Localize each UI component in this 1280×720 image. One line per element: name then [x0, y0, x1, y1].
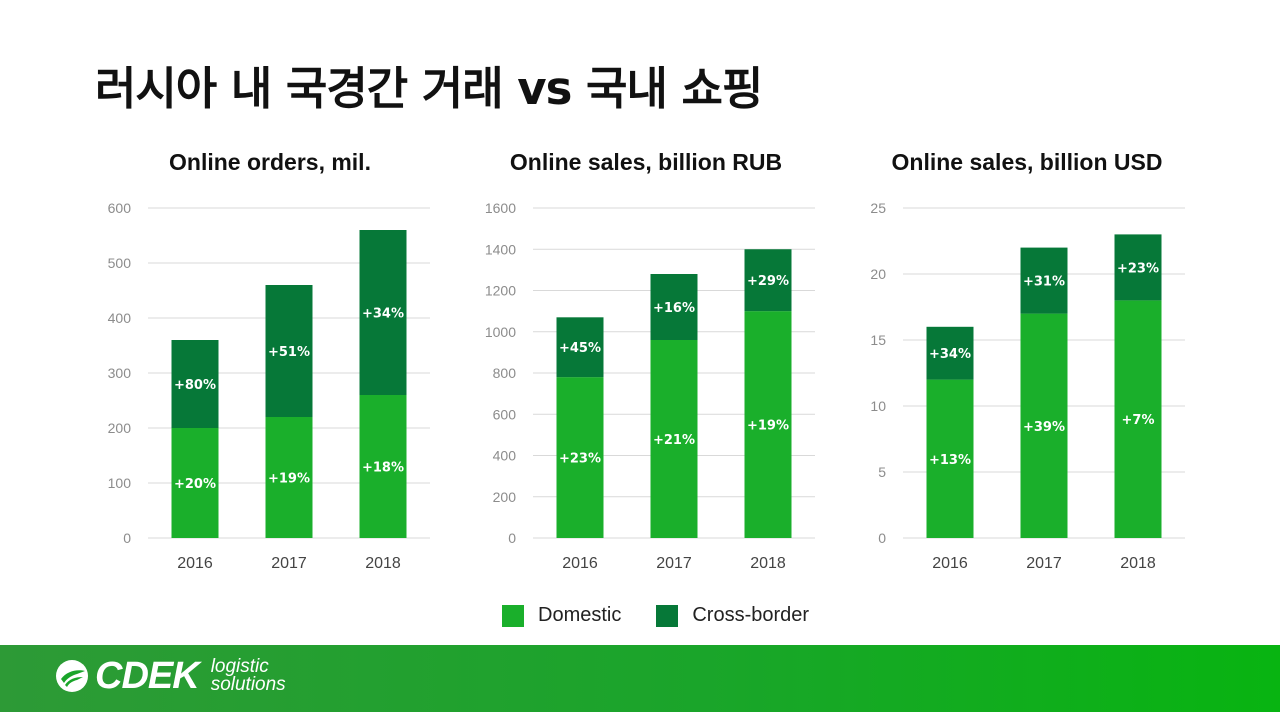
y-tick-label: 500	[108, 255, 132, 271]
bar-domestic	[265, 417, 313, 538]
charts-canvas: Online orders, mil.0100200300400500600+2…	[108, 149, 1185, 572]
footer-bar: CDEK logistic solutions	[0, 645, 1280, 712]
data-label: +18%	[362, 461, 404, 476]
bar-cross-border	[650, 274, 698, 340]
data-label: +80%	[174, 378, 216, 393]
y-tick-label: 10	[870, 398, 886, 414]
tagline-line-1: logistic	[210, 656, 269, 677]
data-label: +29%	[747, 274, 789, 289]
data-label: +21%	[653, 433, 695, 448]
legend-swatch-domestic	[502, 604, 524, 627]
x-tick-label: 2017	[271, 555, 307, 572]
tagline-line-2: solutions	[210, 674, 286, 695]
legend-swatch-cross-border	[656, 604, 679, 627]
y-tick-label: 200	[493, 489, 517, 505]
bar-domestic	[556, 377, 604, 538]
legend-item-domestic: Domestic	[502, 604, 621, 627]
x-tick-label: 2016	[932, 555, 968, 572]
x-tick-label: 2018	[750, 555, 786, 572]
data-label: +20%	[174, 477, 216, 492]
y-tick-label: 800	[493, 365, 517, 381]
y-tick-label: 200	[108, 420, 132, 436]
y-tick-label: 25	[870, 200, 886, 216]
bar-cross-border	[926, 326, 974, 380]
cdek-logo: CDEK logistic solutions	[55, 655, 286, 697]
data-label: +16%	[653, 301, 695, 316]
y-tick-label: 600	[108, 200, 132, 216]
bar-cross-border	[1114, 234, 1162, 301]
y-tick-label: 600	[493, 406, 517, 422]
legend-label-domestic: Domestic	[538, 604, 622, 626]
x-tick-label: 2018	[365, 555, 401, 572]
data-label: +19%	[268, 472, 310, 487]
bar-domestic	[1020, 313, 1068, 538]
y-tick-label: 0	[878, 530, 886, 546]
bar-cross-border	[359, 230, 407, 395]
y-tick-label: 0	[123, 530, 131, 546]
bar-cross-border	[171, 340, 219, 428]
data-label: +23%	[559, 452, 601, 467]
bar-domestic	[359, 395, 407, 538]
bar-cross-border	[744, 249, 792, 312]
data-label: +23%	[1117, 261, 1159, 276]
y-tick-label: 100	[108, 475, 132, 491]
bar-cross-border	[556, 317, 604, 378]
bar-domestic	[1114, 300, 1162, 538]
data-label: +31%	[1023, 275, 1065, 290]
bar-domestic	[744, 311, 792, 538]
y-tick-label: 1600	[485, 200, 516, 216]
y-tick-label: 0	[508, 530, 516, 546]
data-label: +45%	[559, 341, 601, 356]
legend-label-cross-border: Cross-border	[692, 604, 810, 626]
bar-domestic	[926, 379, 974, 538]
x-tick-label: 2018	[1120, 555, 1156, 572]
bar-domestic	[171, 428, 219, 538]
data-label: +34%	[362, 307, 404, 322]
y-tick-label: 400	[493, 448, 517, 464]
y-tick-label: 5	[878, 464, 886, 480]
y-tick-label: 20	[870, 266, 886, 282]
y-tick-label: 1000	[485, 324, 516, 340]
chart-title: Online sales, billion USD	[892, 149, 1163, 175]
chart-title: Online orders, mil.	[169, 149, 371, 175]
data-label: +13%	[929, 453, 971, 468]
x-tick-label: 2016	[562, 555, 598, 572]
slide-title: 러시아 내 국경간 거래 vs 국내 쇼핑	[95, 62, 763, 115]
bar-domestic	[650, 340, 698, 538]
brand-name: CDEK	[95, 655, 200, 697]
y-tick-label: 15	[870, 332, 886, 348]
data-label: +39%	[1023, 420, 1065, 435]
data-label: +34%	[929, 347, 971, 362]
x-tick-label: 2017	[1026, 555, 1062, 572]
cdek-logo-icon	[56, 660, 88, 692]
bar-cross-border	[1020, 247, 1068, 314]
chart-title: Online sales, billion RUB	[510, 149, 782, 175]
y-tick-label: 300	[108, 365, 132, 381]
x-tick-label: 2016	[177, 555, 213, 572]
x-tick-label: 2017	[656, 555, 692, 572]
y-tick-label: 1400	[485, 241, 516, 257]
chart-legend: Domestic Cross-border	[502, 604, 809, 627]
data-label: +19%	[747, 419, 789, 434]
data-label: +7%	[1122, 413, 1155, 428]
data-label: +51%	[268, 345, 310, 360]
bar-cross-border	[265, 285, 313, 417]
legend-item-cross-border: Cross-border	[656, 604, 809, 627]
y-tick-label: 1200	[485, 283, 516, 299]
brand-tagline: logistic solutions	[210, 656, 286, 695]
y-tick-label: 400	[108, 310, 132, 326]
